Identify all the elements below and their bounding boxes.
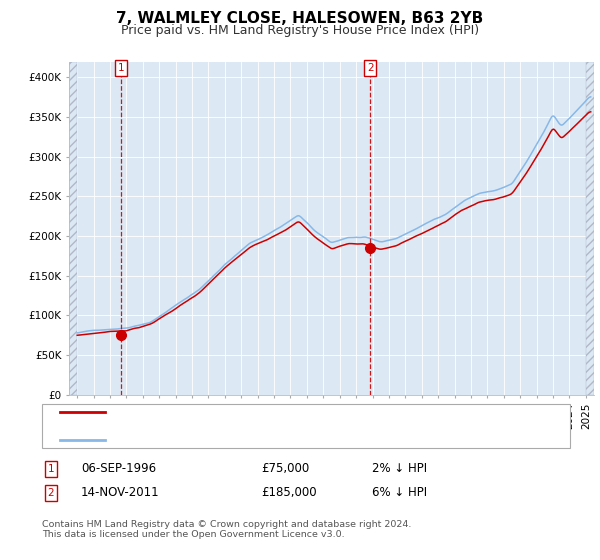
Text: 6% ↓ HPI: 6% ↓ HPI	[372, 486, 427, 500]
Text: HPI: Average price, detached house, Dudley: HPI: Average price, detached house, Dudl…	[111, 433, 371, 446]
Text: 2% ↓ HPI: 2% ↓ HPI	[372, 462, 427, 475]
Text: 06-SEP-1996: 06-SEP-1996	[81, 462, 156, 475]
Text: 2: 2	[367, 63, 374, 73]
Text: £185,000: £185,000	[261, 486, 317, 500]
Text: 2: 2	[47, 488, 55, 498]
Text: 1: 1	[118, 63, 125, 73]
Text: Price paid vs. HM Land Registry's House Price Index (HPI): Price paid vs. HM Land Registry's House …	[121, 24, 479, 36]
Text: 1: 1	[47, 464, 55, 474]
Text: 7, WALMLEY CLOSE, HALESOWEN, B63 2YB (detached house): 7, WALMLEY CLOSE, HALESOWEN, B63 2YB (de…	[111, 405, 472, 419]
Text: £75,000: £75,000	[261, 462, 309, 475]
Text: 14-NOV-2011: 14-NOV-2011	[81, 486, 160, 500]
Text: Contains HM Land Registry data © Crown copyright and database right 2024.
This d: Contains HM Land Registry data © Crown c…	[42, 520, 412, 539]
Text: 7, WALMLEY CLOSE, HALESOWEN, B63 2YB: 7, WALMLEY CLOSE, HALESOWEN, B63 2YB	[116, 11, 484, 26]
